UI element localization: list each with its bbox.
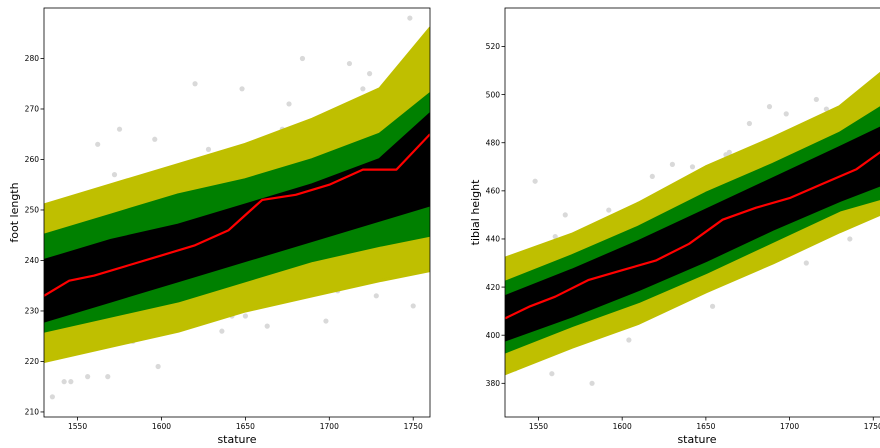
scatter-point	[360, 86, 366, 92]
scatter-point	[155, 363, 161, 370]
y-tick-label: 270	[25, 105, 40, 114]
scatter-point	[532, 178, 538, 184]
scatter-point	[205, 146, 212, 152]
scatter-point	[346, 60, 353, 67]
x-tick-label: 1700	[320, 422, 339, 431]
scatter-point	[689, 164, 696, 170]
chart-foot-length: 1550 1600 1650 1700 1750 2102202302402502602…	[8, 7, 431, 446]
y-tick-label: 420	[486, 283, 501, 292]
y-tick-label: 460	[486, 187, 501, 196]
scatter-point	[606, 207, 612, 213]
scatter-point	[410, 303, 416, 309]
scatter-point	[726, 149, 732, 155]
y-tick-label: 250	[25, 206, 40, 215]
scatter-point	[152, 136, 158, 142]
scatter-point	[669, 161, 675, 167]
x-tick-label: 1600	[152, 422, 171, 431]
y-tick-label: 440	[486, 235, 501, 244]
scatter-point	[783, 111, 789, 117]
x-ticks: 1550 1600 1650 1700 1750	[68, 417, 423, 431]
chart-marks	[44, 15, 430, 400]
y-axis-label: tibial height	[469, 179, 482, 245]
x-tick-label: 1750	[864, 422, 880, 431]
scatter-point	[847, 236, 853, 242]
x-tick-label: 1700	[780, 422, 799, 431]
y-tick-label: 400	[486, 331, 501, 340]
plot-area	[44, 15, 430, 400]
x-tick-label: 1650	[696, 422, 715, 431]
scatter-point	[407, 15, 413, 21]
scatter-point	[562, 212, 568, 218]
plot-frame	[43, 7, 431, 418]
x-axis-label: stature	[677, 433, 716, 446]
y-axis-label: foot length	[8, 182, 21, 242]
scatter-point	[552, 233, 558, 240]
y-tick-label: 480	[486, 138, 501, 147]
y-tick-label: 280	[25, 54, 40, 63]
y-tick-label: 380	[486, 379, 501, 388]
scatter-point	[49, 394, 55, 400]
scatter-point	[823, 106, 829, 112]
scatter-point	[111, 172, 118, 178]
scatter-point	[746, 120, 752, 127]
y-tick-label: 220	[25, 357, 40, 366]
x-axis-label: stature	[217, 433, 256, 446]
y-tick-label: 260	[25, 155, 40, 164]
x-tick-label: 1550	[529, 422, 548, 431]
y-tick-label: 240	[25, 256, 40, 265]
scatter-point	[549, 371, 555, 377]
y-tick-label: 500	[486, 90, 501, 99]
scatter-point	[61, 379, 67, 385]
scatter-point	[68, 379, 74, 385]
x-tick-label: 1750	[404, 422, 423, 431]
chart-tibial-height: 1550 1600 1650 1700 1750 380 400 420 440 460 480 5…	[469, 7, 880, 446]
y-tick-label: 210	[25, 408, 40, 417]
x-tick-label: 1600	[613, 422, 632, 431]
chart-marks	[505, 71, 880, 386]
scatter-point	[85, 374, 91, 380]
scatter-point	[766, 104, 773, 110]
scatter-point	[373, 293, 379, 299]
scatter-point	[105, 374, 111, 380]
scatter-point	[239, 86, 245, 92]
plot-frame	[504, 7, 880, 418]
scatter-point	[589, 380, 595, 386]
scatter-point	[242, 313, 248, 319]
y-tick-label: 520	[486, 42, 501, 51]
y-ticks: 210 220 230 240 250 260 270 280	[25, 54, 44, 417]
median-line	[44, 133, 430, 297]
inner-band	[505, 126, 880, 342]
scatter-point	[813, 96, 819, 103]
scatter-point	[366, 71, 373, 77]
scatter-point	[803, 260, 809, 266]
scatter-point	[649, 173, 655, 180]
inner-band	[44, 112, 430, 323]
scatter-point	[323, 318, 329, 324]
scatter-point	[299, 55, 306, 62]
scatter-point	[286, 101, 292, 107]
y-tick-label: 230	[25, 307, 40, 316]
plot-area	[505, 71, 880, 386]
y-ticks: 380 400 420 440 460 480 500 520	[486, 42, 505, 388]
x-ticks: 1550 1600 1650 1700 1750	[529, 417, 880, 431]
scatter-point	[192, 81, 198, 87]
scatter-point	[219, 328, 225, 334]
scatter-point	[116, 126, 123, 132]
scatter-point	[95, 141, 101, 147]
scatter-point	[264, 323, 270, 329]
scatter-point	[709, 303, 716, 309]
median-line	[505, 150, 880, 320]
scatter-point	[626, 337, 632, 343]
x-tick-label: 1550	[68, 422, 87, 431]
x-tick-label: 1650	[236, 422, 255, 431]
